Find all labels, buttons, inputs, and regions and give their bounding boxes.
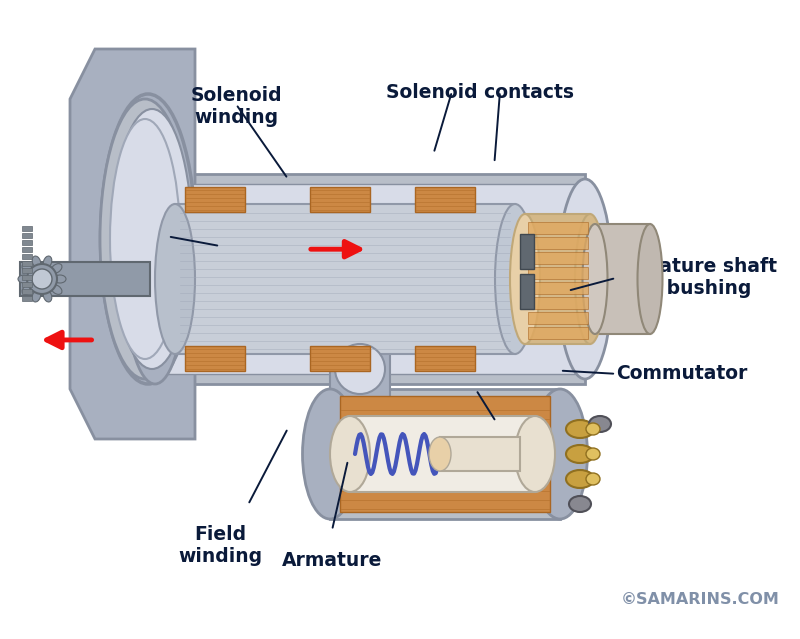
Text: Solenoid
winding: Solenoid winding xyxy=(190,86,282,127)
Bar xyxy=(185,187,245,212)
Ellipse shape xyxy=(112,109,192,369)
Ellipse shape xyxy=(575,214,605,344)
Bar xyxy=(528,222,588,234)
Bar xyxy=(165,184,575,374)
Bar xyxy=(22,226,32,231)
Bar xyxy=(22,254,32,259)
Bar xyxy=(22,289,32,294)
Polygon shape xyxy=(70,49,195,439)
Ellipse shape xyxy=(589,416,611,432)
Text: ©SAMARINS.COM: ©SAMARINS.COM xyxy=(621,592,780,607)
Ellipse shape xyxy=(335,344,385,394)
Bar xyxy=(520,234,534,269)
Ellipse shape xyxy=(125,174,185,384)
Ellipse shape xyxy=(32,290,41,302)
Ellipse shape xyxy=(43,256,52,268)
Text: Armature shaft
rear bushing: Armature shaft rear bushing xyxy=(616,258,777,298)
Ellipse shape xyxy=(32,256,41,268)
Bar xyxy=(310,187,370,212)
Bar xyxy=(330,389,560,519)
Ellipse shape xyxy=(566,445,594,463)
Bar xyxy=(22,261,32,266)
Bar xyxy=(528,237,588,249)
Bar xyxy=(22,296,32,301)
Ellipse shape xyxy=(582,224,607,334)
Bar xyxy=(330,339,390,399)
Ellipse shape xyxy=(100,99,190,379)
Ellipse shape xyxy=(22,264,33,273)
Ellipse shape xyxy=(558,179,613,379)
Bar xyxy=(22,268,32,273)
Ellipse shape xyxy=(27,264,57,294)
Bar xyxy=(595,224,650,334)
Bar xyxy=(22,240,32,245)
Bar xyxy=(528,312,588,324)
Text: Field
winding: Field winding xyxy=(178,525,262,566)
Bar xyxy=(175,204,515,354)
Ellipse shape xyxy=(22,285,33,295)
Ellipse shape xyxy=(101,94,195,384)
Ellipse shape xyxy=(586,448,600,460)
Bar xyxy=(528,267,588,279)
Ellipse shape xyxy=(638,224,662,334)
Ellipse shape xyxy=(510,214,540,344)
Bar xyxy=(185,346,245,371)
Bar xyxy=(22,282,32,287)
Bar xyxy=(340,396,550,512)
Bar xyxy=(22,233,32,238)
Ellipse shape xyxy=(54,275,66,283)
Bar xyxy=(350,416,535,492)
Bar xyxy=(310,346,370,371)
Ellipse shape xyxy=(155,204,195,354)
Bar xyxy=(528,282,588,294)
Bar xyxy=(528,327,588,339)
Ellipse shape xyxy=(32,269,52,289)
Bar xyxy=(525,214,590,344)
Ellipse shape xyxy=(586,423,600,435)
Bar xyxy=(440,437,520,471)
Bar xyxy=(528,252,588,264)
Ellipse shape xyxy=(43,290,52,302)
Bar xyxy=(22,275,32,280)
Ellipse shape xyxy=(566,420,594,438)
Bar xyxy=(520,274,534,309)
Ellipse shape xyxy=(330,416,370,492)
Bar xyxy=(415,346,475,371)
Ellipse shape xyxy=(566,470,594,488)
Text: Solenoid contacts: Solenoid contacts xyxy=(386,83,574,102)
Bar xyxy=(415,187,475,212)
Text: Brushes: Brushes xyxy=(496,419,582,438)
Bar xyxy=(528,297,588,309)
Ellipse shape xyxy=(51,285,62,295)
Ellipse shape xyxy=(495,204,535,354)
Text: Commutator: Commutator xyxy=(616,364,747,383)
Text: Armature: Armature xyxy=(282,551,382,570)
Ellipse shape xyxy=(110,119,180,359)
Bar xyxy=(22,247,32,252)
Ellipse shape xyxy=(51,264,62,273)
Bar xyxy=(20,262,150,296)
Ellipse shape xyxy=(302,389,358,519)
Ellipse shape xyxy=(18,275,30,283)
Ellipse shape xyxy=(586,473,600,485)
Ellipse shape xyxy=(569,496,591,512)
Text: Plunger: Plunger xyxy=(128,227,210,246)
Bar xyxy=(155,174,585,384)
Ellipse shape xyxy=(533,389,587,519)
Ellipse shape xyxy=(429,437,451,471)
Ellipse shape xyxy=(515,416,555,492)
